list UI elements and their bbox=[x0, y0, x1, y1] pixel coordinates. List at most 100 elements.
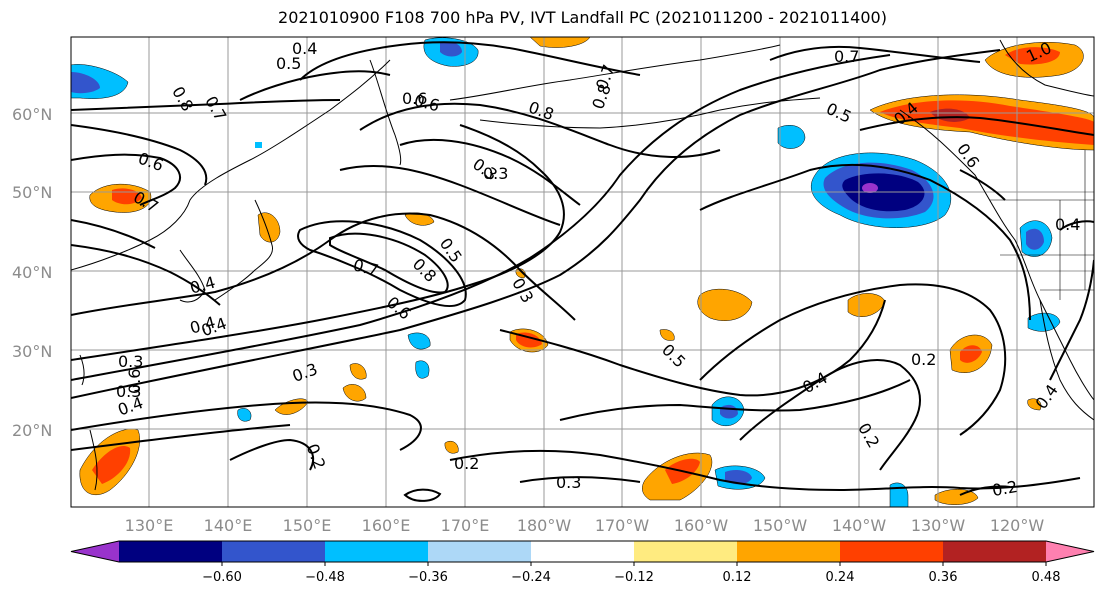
colorbar-segment bbox=[737, 541, 841, 562]
lat-label: 40°N bbox=[12, 263, 52, 282]
contour-label: 0.3 bbox=[118, 352, 143, 371]
pv-contours bbox=[71, 41, 1094, 502]
contour-line bbox=[71, 219, 156, 249]
negative-anomaly-blob bbox=[777, 125, 806, 149]
colorbar-tick-label: 0.12 bbox=[723, 570, 752, 585]
political-borders bbox=[990, 150, 1094, 300]
contour-line bbox=[71, 153, 181, 206]
positive-anomaly-blob bbox=[444, 440, 459, 454]
coastline-mexico bbox=[1039, 299, 1094, 421]
lat-label: 20°N bbox=[12, 421, 52, 440]
contour-line bbox=[339, 165, 561, 226]
contour-line bbox=[559, 379, 911, 421]
latitude-labels: 60°N 50°N 40°N 30°N 20°N bbox=[12, 105, 52, 440]
positive-anomaly-blob bbox=[342, 384, 367, 402]
contour-label: 0.5 bbox=[276, 54, 301, 73]
contour-line bbox=[71, 244, 221, 306]
colorbar-tick-label: −0.60 bbox=[202, 570, 242, 585]
longitude-labels: 130°E 140°E 150°E 160°E 170°E 180°W 170°… bbox=[125, 516, 1045, 535]
contour-line bbox=[229, 438, 315, 471]
contour-line bbox=[71, 401, 422, 451]
coastline-north-america bbox=[899, 109, 1094, 401]
negative-anomaly-blob bbox=[725, 470, 752, 485]
lon-label: 150°W bbox=[753, 516, 808, 535]
contour-line bbox=[959, 169, 1006, 201]
positive-anomaly-blob bbox=[659, 329, 675, 341]
contour-line bbox=[71, 49, 1001, 399]
negative-anomaly-blob bbox=[862, 183, 878, 193]
lon-label: 140°E bbox=[204, 516, 253, 535]
coastline-korea bbox=[179, 249, 206, 303]
colorbar-tick-label: −0.36 bbox=[408, 570, 448, 585]
lon-label: 130°W bbox=[911, 516, 966, 535]
lat-label: 60°N bbox=[12, 105, 52, 124]
colorbar-tick-label: 0.24 bbox=[826, 570, 855, 585]
colorbar-tick-label: −0.24 bbox=[511, 570, 551, 585]
contour-line bbox=[699, 283, 1007, 436]
colorbar-extend-high bbox=[1046, 541, 1094, 562]
contour-label: 0.4 bbox=[292, 39, 317, 58]
contour-label: 0.2 bbox=[454, 454, 479, 473]
colorbar-segment bbox=[634, 541, 738, 562]
contour-line bbox=[859, 116, 1094, 136]
contour-line bbox=[71, 124, 565, 361]
contour-line bbox=[399, 138, 581, 206]
coastline-alaska bbox=[449, 44, 781, 101]
contour-label: 0.6 bbox=[402, 89, 427, 108]
contour-label: 0.6 bbox=[125, 369, 144, 394]
colorbar-segment bbox=[119, 541, 223, 562]
contour-line bbox=[739, 359, 921, 471]
contour-line bbox=[519, 476, 641, 483]
colorbar: −0.60 −0.48 −0.36 −0.24 −0.12 0.12 0.24 0.36 0.4… bbox=[70, 540, 1095, 585]
colorbar-segment bbox=[428, 541, 532, 562]
shaded-anomalies bbox=[71, 37, 1094, 507]
positive-anomaly-blob bbox=[697, 288, 753, 321]
contour-line bbox=[71, 424, 291, 451]
coastline-philippines bbox=[89, 429, 98, 491]
positive-anomaly-blob bbox=[930, 108, 970, 122]
contour-line bbox=[1049, 259, 1094, 381]
lon-label: 120°W bbox=[990, 516, 1045, 535]
positive-anomaly-blob bbox=[1005, 47, 1060, 65]
contour-line bbox=[699, 163, 1031, 321]
contour-line bbox=[71, 54, 891, 381]
map-title: 2021010900 F108 700 hPa PV, IVT Landfall… bbox=[278, 8, 887, 27]
contour-line bbox=[959, 485, 1011, 496]
positive-anomaly-blob bbox=[1027, 398, 1042, 411]
colorbar-tick-label: −0.12 bbox=[614, 570, 654, 585]
contour-line bbox=[499, 299, 886, 397]
positive-anomaly-blob bbox=[934, 489, 979, 505]
contour-label: 0.3 bbox=[116, 382, 141, 401]
graticule bbox=[71, 37, 1094, 507]
colorbar-tick-label: 0.48 bbox=[1032, 570, 1061, 585]
lon-label: 180°W bbox=[517, 516, 572, 535]
contour-line bbox=[329, 232, 449, 294]
coastlines bbox=[71, 39, 1094, 491]
lon-label: 160°E bbox=[362, 516, 411, 535]
coastline-kamchatka bbox=[369, 59, 402, 166]
negative-anomaly-blob bbox=[71, 72, 100, 94]
contour-line bbox=[1059, 220, 1094, 231]
lat-label: 50°N bbox=[12, 183, 52, 202]
contour-line bbox=[71, 99, 341, 111]
colorbar-segment bbox=[531, 541, 635, 562]
colorbar-tick-label: −0.48 bbox=[305, 570, 345, 585]
coastline-aleutians bbox=[479, 97, 821, 129]
contour-line bbox=[769, 45, 981, 63]
map-border bbox=[70, 36, 1095, 508]
colorbar-segment bbox=[943, 541, 1047, 562]
colorbar-segment bbox=[840, 541, 944, 562]
contour-label: 0.4 bbox=[1055, 215, 1080, 234]
contour-label: 0.3 bbox=[483, 164, 508, 183]
contour-label: 0.3 bbox=[556, 473, 581, 492]
coastline-canada bbox=[999, 39, 1094, 97]
contour-line bbox=[71, 124, 208, 186]
lon-label: 140°W bbox=[832, 516, 887, 535]
negative-anomaly-blob bbox=[407, 332, 431, 350]
negative-anomaly-blob bbox=[889, 482, 909, 507]
contour-label: 0.2 bbox=[911, 350, 936, 369]
lon-label: 150°E bbox=[283, 516, 332, 535]
colorbar-segment bbox=[222, 541, 326, 562]
negative-anomaly-blob bbox=[255, 142, 262, 148]
